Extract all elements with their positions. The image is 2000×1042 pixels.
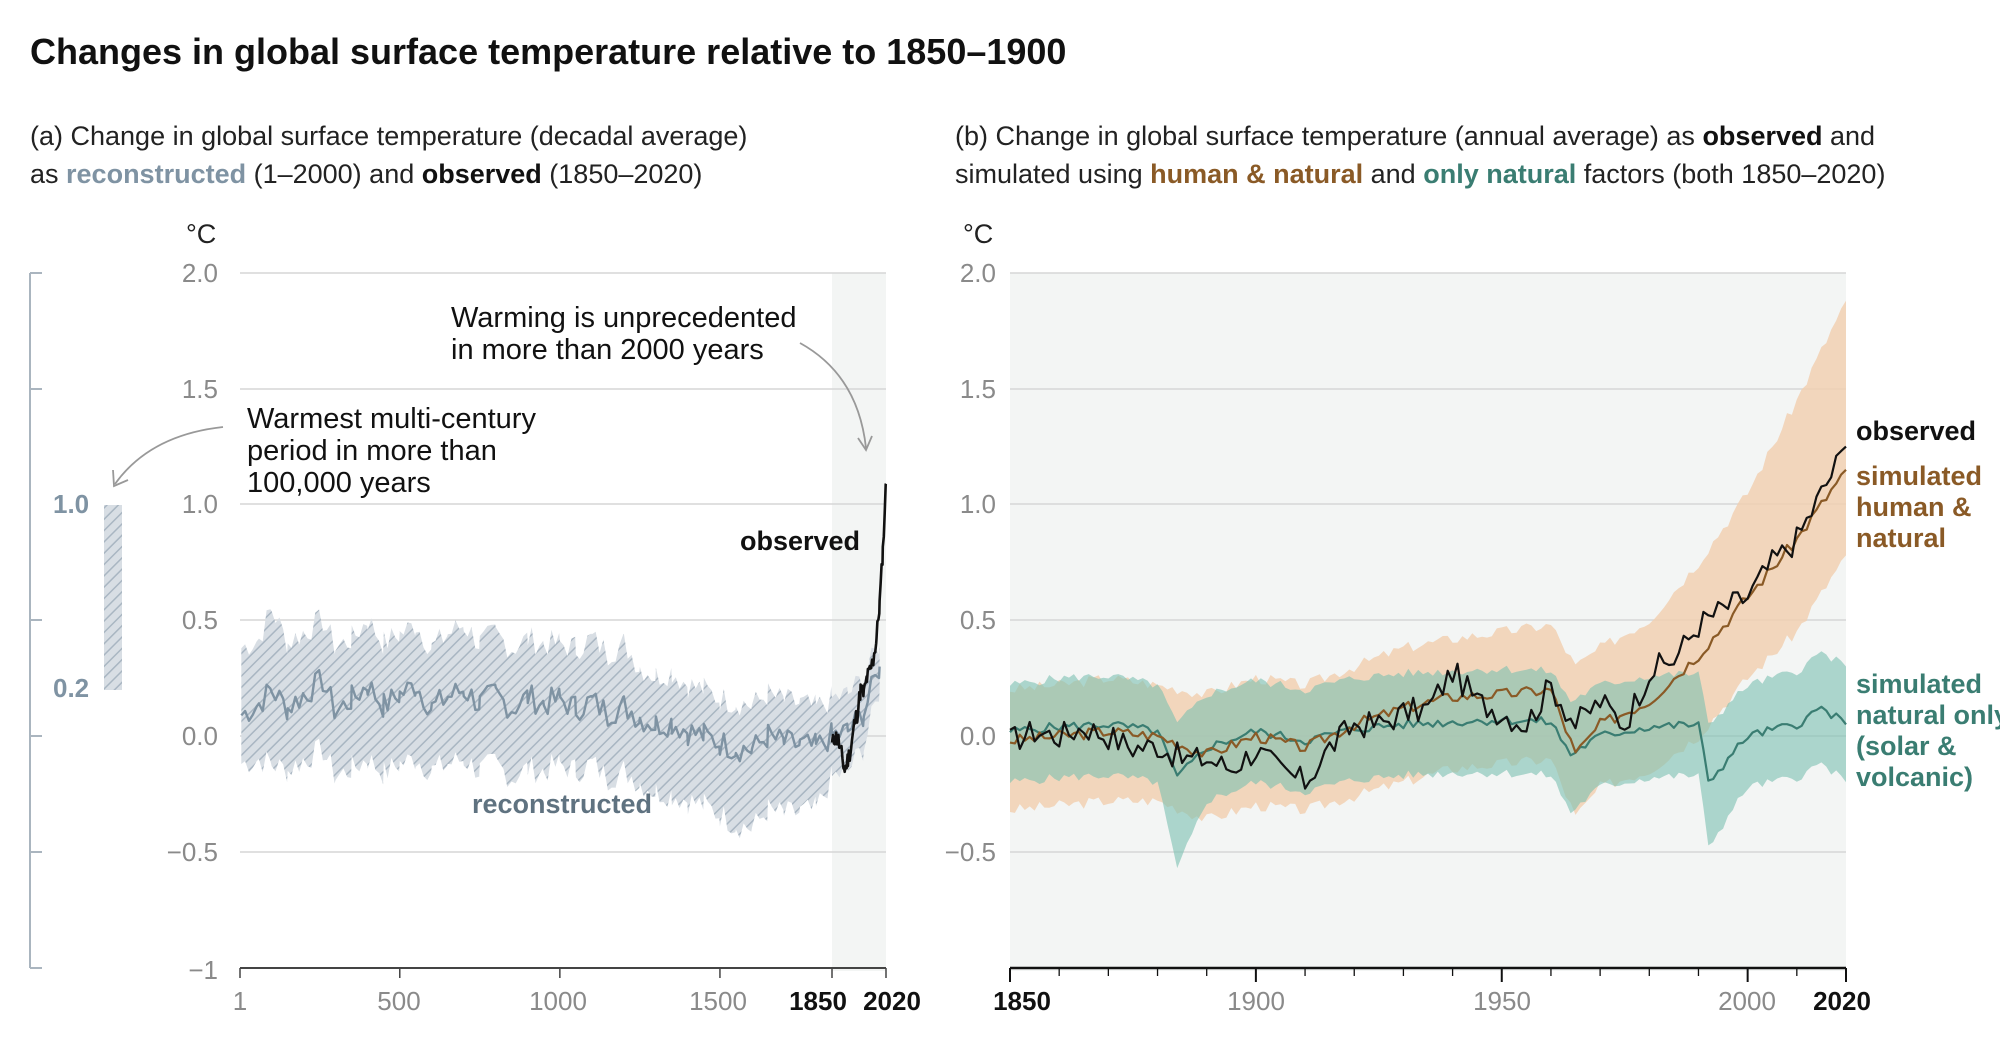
panel-b-unit: °C bbox=[963, 219, 993, 249]
panel-a-x-tickmarks bbox=[239, 968, 887, 978]
label-observed-a: observed bbox=[740, 526, 860, 556]
x-tick-label: 1950 bbox=[1473, 986, 1531, 1016]
y-tick-label: 0.0 bbox=[960, 721, 996, 751]
subtitle-text: (b) Change in global surface temperature… bbox=[955, 121, 1702, 151]
subtitle-observed: observed bbox=[422, 159, 542, 189]
y-tick-label: 2.0 bbox=[960, 258, 996, 288]
label-line: natural bbox=[1856, 523, 1946, 553]
annotation-arrow bbox=[799, 342, 867, 449]
panel-a-unit: °C bbox=[186, 219, 216, 249]
warmest-period-range-bar bbox=[104, 505, 122, 690]
y-tick-label: 1.0 bbox=[182, 489, 218, 519]
panel-a-y-ticks: 2.0 1.5 1.0 0.5 0.0 −0.5 −1 bbox=[167, 258, 218, 985]
subtitle-text: factors (both 1850–2020) bbox=[1576, 159, 1885, 189]
panel-b-bands bbox=[1010, 300, 1846, 869]
subtitle-text: and bbox=[1363, 159, 1423, 189]
label-reconstructed: reconstructed bbox=[472, 789, 652, 819]
y-tick-label: 0.5 bbox=[960, 605, 996, 635]
annotation-arrow bbox=[114, 426, 224, 485]
reconstructed-line bbox=[240, 666, 881, 763]
subtitle-text: (1–2000) and bbox=[246, 159, 422, 189]
side-scale: 1.0 0.2 bbox=[29, 272, 122, 969]
subtitle-human-natural: human & natural bbox=[1150, 159, 1363, 189]
panel-b-subtitle-line1: (b) Change in global surface temperature… bbox=[955, 121, 1875, 151]
x-tick-label: 1000 bbox=[529, 986, 587, 1016]
x-tick-label: 1900 bbox=[1227, 986, 1285, 1016]
annotation-line: 100,000 years bbox=[247, 467, 431, 499]
label-line: simulated bbox=[1856, 461, 1982, 491]
natural-only-line bbox=[1009, 705, 1847, 782]
x-tick-label-bold: 2020 bbox=[1813, 986, 1871, 1016]
label-line: human & bbox=[1856, 492, 1972, 522]
label-line: simulated bbox=[1856, 669, 1982, 699]
subtitle-natural-only: only natural bbox=[1423, 159, 1576, 189]
human-natural-line bbox=[1009, 469, 1847, 758]
arrow-head-icon bbox=[857, 435, 873, 452]
observed-line-a bbox=[830, 483, 888, 774]
y-tick-label: 1.5 bbox=[182, 374, 218, 404]
panel-b-lines bbox=[1009, 445, 1847, 790]
subtitle-observed: observed bbox=[1702, 121, 1822, 151]
annotation-warmest: Warmest multi-century period in more tha… bbox=[112, 403, 536, 499]
label-natural-only: simulated natural only (solar & volcanic… bbox=[1856, 669, 2000, 792]
panel-b-x-tickmarks bbox=[1009, 968, 1847, 982]
side-bar-bottom-label: 0.2 bbox=[53, 673, 89, 703]
subtitle-text: and bbox=[1823, 121, 1876, 151]
x-tick-label: 500 bbox=[377, 986, 420, 1016]
panel-a-lines bbox=[240, 483, 888, 774]
y-tick-label: −1 bbox=[188, 955, 218, 985]
arrow-head-icon bbox=[112, 469, 129, 488]
y-tick-label: 0.5 bbox=[182, 605, 218, 635]
side-bar-top-label: 1.0 bbox=[53, 489, 89, 519]
subtitle-text: simulated using bbox=[955, 159, 1150, 189]
observed-line-b bbox=[1009, 445, 1847, 790]
label-line: natural only bbox=[1856, 700, 2000, 730]
panel-a-bands bbox=[241, 609, 880, 839]
panel-b-x-ticks: 1850 1900 1950 2000 2020 bbox=[993, 986, 1871, 1016]
y-tick-label: 1.5 bbox=[960, 374, 996, 404]
label-observed-b: observed bbox=[1856, 416, 1976, 446]
y-tick-label: 2.0 bbox=[182, 258, 218, 288]
annotation-line: Warming is unprecedented bbox=[451, 302, 797, 334]
x-tick-label: 2000 bbox=[1718, 986, 1776, 1016]
page-title: Changes in global surface temperature re… bbox=[30, 31, 1066, 72]
y-tick-label: 0.0 bbox=[182, 721, 218, 751]
label-line: volcanic) bbox=[1856, 762, 1973, 792]
x-tick-label-bold: 2020 bbox=[863, 986, 921, 1016]
panel-a-x-ticks: 1 500 1000 1500 1850 2020 bbox=[233, 986, 921, 1016]
x-tick-label-bold: 1850 bbox=[993, 986, 1051, 1016]
subtitle-reconstructed: reconstructed bbox=[66, 159, 246, 189]
annotation-unprecedented: Warming is unprecedented in more than 20… bbox=[451, 302, 873, 452]
x-tick-label: 1 bbox=[233, 986, 247, 1016]
x-tick-label: 1500 bbox=[689, 986, 747, 1016]
label-line: (solar & bbox=[1856, 731, 1957, 761]
annotation-line: in more than 2000 years bbox=[451, 334, 764, 366]
x-tick-label-bold: 1850 bbox=[789, 986, 847, 1016]
panel-a-subtitle-line1: (a) Change in global surface temperature… bbox=[30, 121, 747, 151]
annotation-line: Warmest multi-century bbox=[247, 403, 536, 435]
y-tick-label: −0.5 bbox=[167, 837, 218, 867]
y-tick-label: 1.0 bbox=[960, 489, 996, 519]
panel-b-y-ticks: 2.0 1.5 1.0 0.5 0.0 −0.5 bbox=[945, 258, 996, 867]
panel-b-subtitle-line2: simulated using human & natural and only… bbox=[955, 159, 1885, 189]
subtitle-text: (1850–2020) bbox=[542, 159, 703, 189]
label-human-natural: simulated human & natural bbox=[1856, 461, 1982, 553]
natural-only-band bbox=[1010, 651, 1846, 869]
reconstructed-band bbox=[241, 609, 880, 839]
panel-a-subtitle-line2: as reconstructed (1–2000) and observed (… bbox=[30, 159, 702, 189]
subtitle-text: as bbox=[30, 159, 66, 189]
annotation-line: period in more than bbox=[247, 435, 497, 467]
y-tick-label: −0.5 bbox=[945, 837, 996, 867]
